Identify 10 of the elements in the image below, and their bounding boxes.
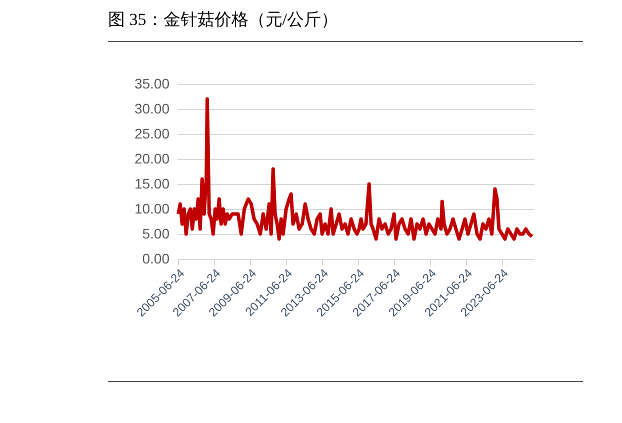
y-tick-label: 25.00: [134, 126, 170, 142]
y-tick-label: 35.00: [134, 76, 170, 92]
y-tick-label: 5.00: [142, 226, 170, 242]
y-tick-label: 20.00: [134, 150, 170, 166]
y-tick-label: 15.00: [134, 176, 170, 192]
y-tick-label: 0.00: [142, 250, 170, 266]
y-tick-label: 10.00: [134, 200, 170, 216]
chart-title: 图 35：金针菇价格（元/公斤）: [108, 8, 583, 42]
y-tick-label: 30.00: [134, 100, 170, 116]
line-series: [176, 97, 534, 241]
